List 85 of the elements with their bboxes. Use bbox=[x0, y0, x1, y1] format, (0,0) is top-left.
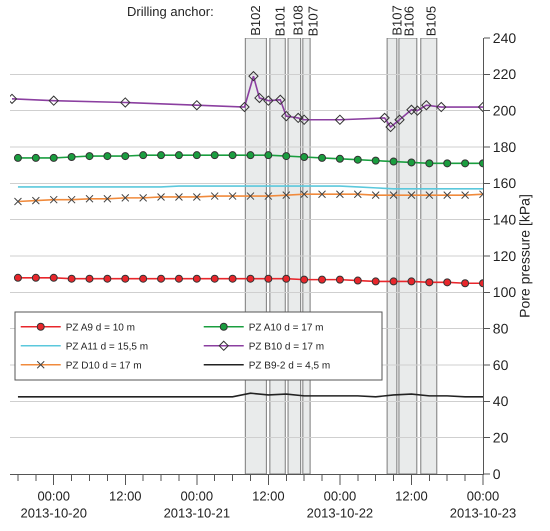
point bbox=[282, 274, 290, 283]
legend-label: PZ A9 d = 10 m bbox=[66, 322, 135, 334]
y-tick-label: 20 bbox=[492, 430, 509, 446]
y-tick-label: 220 bbox=[492, 66, 516, 82]
point bbox=[139, 151, 148, 160]
y-tick-label: 120 bbox=[492, 248, 516, 264]
point bbox=[407, 158, 416, 166]
y-tick-label: 160 bbox=[492, 175, 516, 192]
point bbox=[157, 274, 166, 283]
point bbox=[103, 152, 112, 160]
point bbox=[354, 156, 362, 164]
point bbox=[228, 151, 237, 160]
legend-label: PZ A10 d = 17 m bbox=[248, 322, 324, 334]
y-tick-label: 40 bbox=[492, 393, 509, 410]
point bbox=[50, 154, 58, 162]
point bbox=[425, 159, 434, 168]
point bbox=[86, 274, 94, 283]
y-tick-label: 140 bbox=[492, 212, 516, 228]
point bbox=[372, 277, 380, 286]
x-tick-label: 12:00 bbox=[252, 488, 285, 504]
point bbox=[210, 151, 219, 160]
y-tick-label: 80 bbox=[492, 320, 509, 337]
point bbox=[372, 156, 380, 165]
point bbox=[121, 274, 130, 283]
legend-label: PZ D10 d = 17 m bbox=[66, 360, 142, 372]
point bbox=[174, 274, 183, 283]
legend-label: PZ A11 d = 15,5 m bbox=[66, 342, 148, 353]
y-tick-label: 200 bbox=[492, 102, 516, 119]
point bbox=[68, 152, 76, 161]
point bbox=[282, 152, 290, 160]
point bbox=[300, 276, 308, 284]
x-tick-label: 00:00 2013-10-21 bbox=[164, 488, 230, 520]
x-tick-label: 12:00 bbox=[108, 488, 142, 504]
point bbox=[354, 276, 362, 285]
y-axis-title: Pore pressure [kPa] bbox=[516, 194, 533, 318]
point bbox=[228, 274, 237, 283]
point bbox=[210, 274, 219, 283]
band-label: B102 bbox=[248, 5, 263, 36]
band-label: B108 bbox=[290, 5, 306, 36]
y-tick-label: 180 bbox=[492, 138, 516, 155]
point bbox=[461, 279, 470, 288]
point bbox=[103, 274, 112, 283]
point bbox=[50, 274, 58, 282]
point bbox=[318, 276, 326, 284]
point bbox=[390, 158, 398, 166]
point bbox=[264, 151, 272, 160]
band-label: B107 bbox=[305, 6, 320, 36]
point bbox=[318, 154, 326, 162]
point bbox=[407, 277, 416, 286]
band-label: B101 bbox=[272, 6, 288, 36]
point bbox=[32, 274, 40, 282]
point bbox=[425, 278, 434, 286]
y-tick-label: 0 bbox=[492, 466, 501, 482]
point bbox=[192, 151, 201, 160]
point bbox=[32, 154, 40, 162]
legend-label: PZ B9-2 d = 4,5 m bbox=[248, 360, 330, 372]
point bbox=[86, 152, 94, 160]
y-tick-label: 60 bbox=[492, 356, 509, 373]
point bbox=[246, 274, 254, 283]
band-label: B105 bbox=[423, 6, 438, 36]
point bbox=[264, 274, 272, 283]
point bbox=[139, 274, 148, 283]
y-tick-label: 100 bbox=[492, 284, 516, 300]
legend-label: PZ B10 d = 17 m bbox=[248, 342, 324, 353]
point bbox=[192, 274, 201, 283]
point bbox=[174, 151, 183, 160]
point bbox=[443, 159, 452, 168]
point bbox=[14, 274, 22, 282]
x-tick-label: 00:00 2013-10-22 bbox=[306, 488, 374, 520]
point bbox=[68, 274, 76, 283]
point bbox=[390, 277, 398, 286]
point bbox=[300, 152, 308, 161]
text: Drilling anchor: bbox=[127, 4, 214, 19]
x-tick-label: 00:00 2013-10-23 bbox=[450, 488, 516, 520]
point bbox=[14, 154, 22, 162]
point bbox=[246, 151, 254, 160]
point bbox=[157, 151, 166, 160]
x-tick-label: 12:00 bbox=[395, 488, 428, 504]
point bbox=[336, 154, 344, 163]
y-tick-label: 240 bbox=[492, 30, 516, 46]
point bbox=[121, 152, 130, 160]
point bbox=[336, 276, 344, 284]
point bbox=[461, 159, 470, 168]
point bbox=[443, 278, 452, 286]
x-tick-label: 00:00 2013-10-20 bbox=[20, 488, 87, 520]
